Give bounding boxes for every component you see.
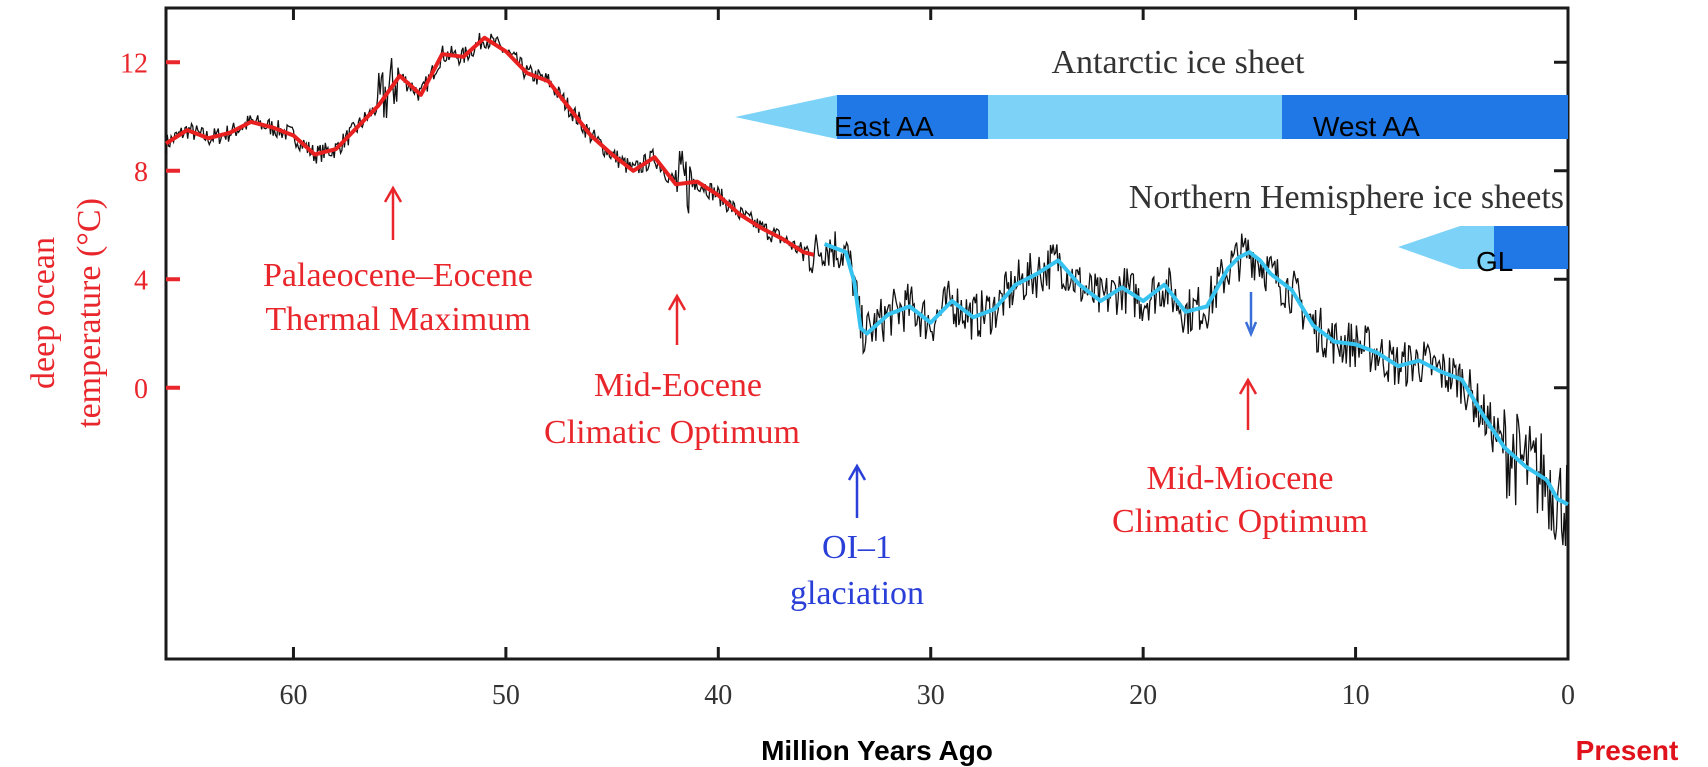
antarctic-bar-east-dark	[837, 95, 988, 139]
west-aa-label: West AA	[1313, 111, 1420, 142]
annotation-petm-line2: Thermal Maximum	[265, 301, 530, 338]
x-tick-label: 20	[1129, 680, 1157, 711]
y-tick-label: 8	[134, 157, 148, 188]
y-axis-title: deep ocean temperature (°C)	[25, 198, 108, 428]
annotation-oi1-arrowhead	[847, 463, 867, 481]
annotation-petm-arrowhead	[383, 185, 403, 203]
y-tick-label: 4	[134, 265, 148, 296]
y-axis-title-line2: temperature (°C)	[71, 198, 108, 428]
peak-marker-arrowhead	[1244, 321, 1258, 338]
x-tick-label: 0	[1561, 680, 1575, 711]
annotation-meco-line2: Climatic Optimum	[544, 414, 800, 451]
annotation-mmco-line2: Climatic Optimum	[1112, 503, 1368, 540]
x-tick-label: 60	[279, 680, 307, 711]
annotation-petm-line1: Palaeocene–Eocene	[263, 257, 533, 294]
annotation-mmco-arrowhead	[1238, 377, 1258, 395]
antarctic-bar-west-dark	[1282, 95, 1568, 139]
east-aa-label: East AA	[834, 111, 934, 142]
northern-bar-dark	[1494, 226, 1568, 269]
x-tick-label: 40	[704, 680, 732, 711]
annotation-meco-line1: Mid-Eocene	[594, 367, 762, 404]
antarctic-bar-arrow-tip	[735, 95, 837, 139]
x-tick-label: 50	[492, 680, 520, 711]
annotations: Palaeocene–Eocene Thermal Maximum Mid-Eo…	[263, 185, 1368, 612]
annotation-mmco: Mid-Miocene Climatic Optimum	[1112, 377, 1368, 540]
annotation-oi1: OI–1 glaciation	[790, 463, 924, 612]
x-axis: 60 50 40 30 20 10 0	[279, 8, 1575, 711]
annotation-meco-arrowhead	[667, 293, 687, 311]
x-tick-label: 10	[1342, 680, 1370, 711]
annotation-petm: Palaeocene–Eocene Thermal Maximum	[263, 185, 533, 338]
y-tick-label: 12	[120, 48, 148, 79]
y-axis-title-line1: deep ocean	[25, 237, 62, 389]
northern-bar-arrow-tip	[1398, 226, 1460, 269]
y-tick-label: 0	[134, 374, 148, 405]
x-tick-label: 30	[917, 680, 945, 711]
annotation-oi1-line2: glaciation	[790, 575, 924, 612]
present-label: Present	[1576, 735, 1679, 766]
annotation-mmco-peak-marker	[1244, 292, 1258, 338]
series-line-0	[164, 35, 815, 257]
annotation-mmco-line1: Mid-Miocene	[1147, 460, 1334, 497]
northern-title: Northern Hemisphere ice sheets	[1129, 179, 1564, 216]
y-axis: 12 8 4 0	[120, 48, 1568, 405]
data-series	[164, 35, 1569, 507]
series-line-1	[823, 242, 1569, 507]
gl-label: GL	[1476, 246, 1513, 277]
antarctic-title: Antarctic ice sheet	[1052, 44, 1306, 81]
x-axis-title: Million Years Ago	[761, 735, 993, 766]
ice-sheet-bars: Antarctic ice sheet East AA West AA Nort…	[735, 44, 1568, 277]
annotation-meco: Mid-Eocene Climatic Optimum	[544, 293, 800, 451]
annotation-oi1-line1: OI–1	[822, 529, 892, 566]
